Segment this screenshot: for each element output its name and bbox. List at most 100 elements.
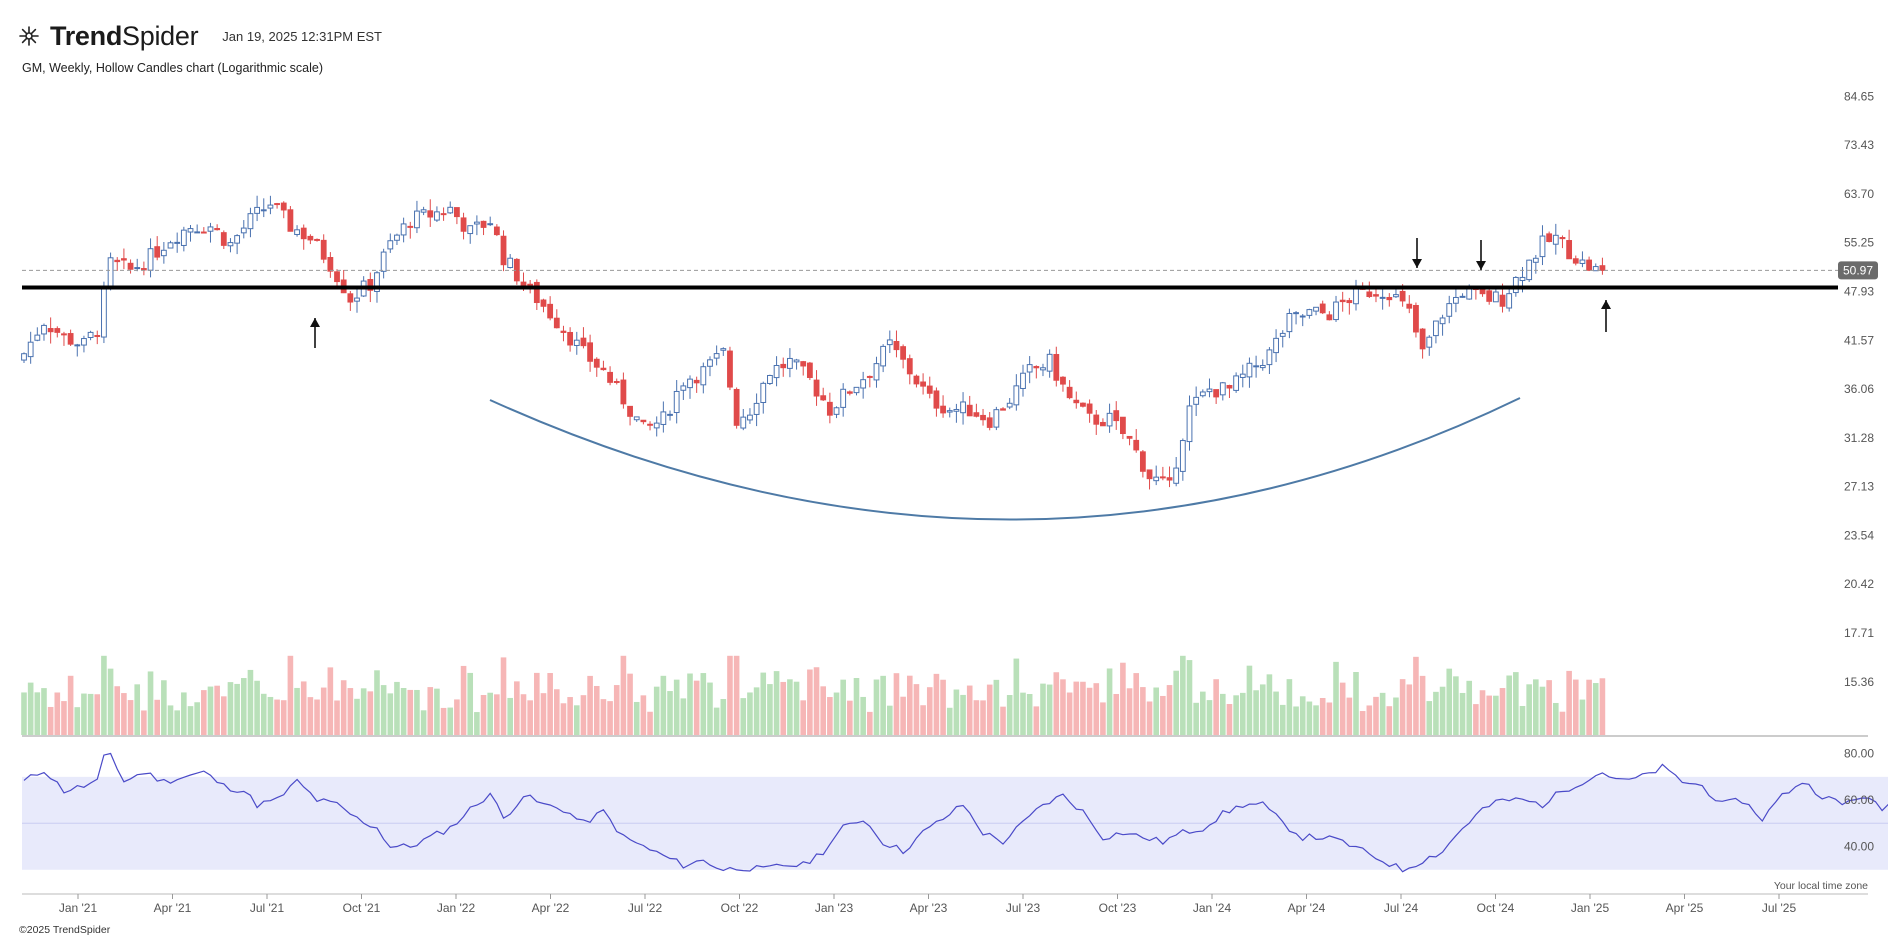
volume-bar xyxy=(167,705,174,735)
volume-bar xyxy=(1100,702,1106,735)
time-tick-label: Jul '25 xyxy=(1762,901,1797,915)
candle-body xyxy=(707,359,713,367)
candle-body xyxy=(1166,477,1173,481)
candle-body xyxy=(1393,294,1399,298)
volume-bar xyxy=(1493,695,1499,735)
candle-body xyxy=(294,229,300,235)
volume-bar xyxy=(1426,701,1433,735)
candle-body xyxy=(134,267,141,270)
candle-body xyxy=(1306,309,1313,316)
candle-body xyxy=(747,414,753,421)
candle-body xyxy=(467,225,474,235)
volume-bar xyxy=(840,679,846,735)
candle-body xyxy=(320,239,327,260)
candle-body xyxy=(613,381,620,384)
volume-bar xyxy=(514,681,520,735)
volume-bar xyxy=(1572,679,1579,735)
volume-bar xyxy=(1053,672,1060,735)
candle-body xyxy=(1199,391,1206,397)
volume-bar xyxy=(554,689,560,735)
candle-body xyxy=(74,344,81,347)
time-tick-label: Jan '25 xyxy=(1571,901,1610,915)
time-tick-label: Jul '22 xyxy=(628,901,663,915)
candle-body xyxy=(34,334,41,341)
candle-body xyxy=(673,390,680,414)
volume-bar xyxy=(720,699,727,735)
volume-bar xyxy=(1173,670,1179,735)
candle-body xyxy=(520,281,527,286)
candle-body xyxy=(1239,373,1246,378)
volume-bar xyxy=(1220,693,1226,735)
candle-body xyxy=(1139,451,1146,472)
candle-body xyxy=(127,262,134,270)
candle-body xyxy=(1419,328,1426,350)
candle-body xyxy=(926,385,933,394)
volume-bar xyxy=(1433,691,1439,735)
candle-body xyxy=(1532,257,1539,263)
brand-bold: Trend xyxy=(50,20,123,51)
volume-bar xyxy=(860,696,866,735)
candle-body xyxy=(826,401,833,416)
volume-bar xyxy=(1339,682,1346,735)
price-tick-label: 47.93 xyxy=(1844,285,1874,299)
candle-body xyxy=(107,257,114,288)
volume-bar xyxy=(893,673,900,735)
volume-bar xyxy=(1586,679,1592,735)
timezone-note[interactable]: Your local time zone xyxy=(1773,880,1868,892)
candle-body xyxy=(167,242,174,249)
candle-body xyxy=(1179,440,1186,472)
candle-body xyxy=(81,338,87,346)
volume-bar xyxy=(420,710,427,735)
price-badge-label: 50.97 xyxy=(1843,263,1873,277)
candle-body xyxy=(160,249,167,257)
volume-bar xyxy=(174,710,180,735)
candle-body xyxy=(1546,233,1553,243)
volume-bar xyxy=(1553,702,1559,735)
volume-bar xyxy=(1333,661,1339,735)
volume-bar xyxy=(474,712,480,735)
candle-body xyxy=(567,331,574,346)
volume-bar xyxy=(933,673,940,735)
candle-body xyxy=(207,226,214,232)
time-tick-label: Jul '24 xyxy=(1384,901,1419,915)
candle-body xyxy=(1506,293,1513,309)
candle-body xyxy=(493,226,500,236)
volume-bar xyxy=(1113,693,1120,735)
candle-body xyxy=(1020,372,1026,389)
chart-header: TrendSpider Jan 19, 2025 12:31PM EST xyxy=(18,18,382,54)
candle-body xyxy=(1313,306,1319,312)
volume-bar xyxy=(1046,684,1053,735)
volume-bar xyxy=(1233,695,1239,735)
candle-body xyxy=(906,358,913,375)
volume-bar xyxy=(1206,700,1213,735)
candle-body xyxy=(913,375,920,385)
volume-bar xyxy=(427,687,434,735)
cup-arc xyxy=(489,397,1521,521)
candle-body xyxy=(527,283,534,286)
candle-body xyxy=(500,235,507,266)
volume-bar xyxy=(61,701,67,735)
volume-bar xyxy=(793,681,800,735)
candle-body xyxy=(940,405,946,414)
candle-body xyxy=(334,271,340,283)
time-axis[interactable]: Jan '21 Apr '21 Jul '21 Oct '21 Jan '22 Apr '… xyxy=(22,893,1868,915)
volume-bar xyxy=(800,700,807,735)
rsi-band xyxy=(22,776,1888,870)
price-axis[interactable]: 84.65 73.43 63.70 55.25 47.93 41.57 36.06 31.28… xyxy=(1844,89,1874,853)
time-tick-label: Apr '23 xyxy=(910,901,948,915)
volume-bar xyxy=(161,680,167,735)
trendspider-logo-icon xyxy=(19,26,39,46)
candle-body xyxy=(1346,300,1353,304)
candle-body xyxy=(1599,265,1606,271)
volume-bar xyxy=(1166,685,1173,735)
volume-bar xyxy=(27,682,34,735)
volume-bar xyxy=(1393,697,1399,735)
candle-body xyxy=(347,293,354,303)
candle-body xyxy=(1053,353,1060,381)
candle-body xyxy=(1066,386,1073,399)
candle-body xyxy=(573,339,580,346)
candle-body xyxy=(1592,266,1599,272)
candle-body xyxy=(260,209,267,212)
candle-body xyxy=(1499,294,1506,307)
volume-bar xyxy=(460,665,467,735)
